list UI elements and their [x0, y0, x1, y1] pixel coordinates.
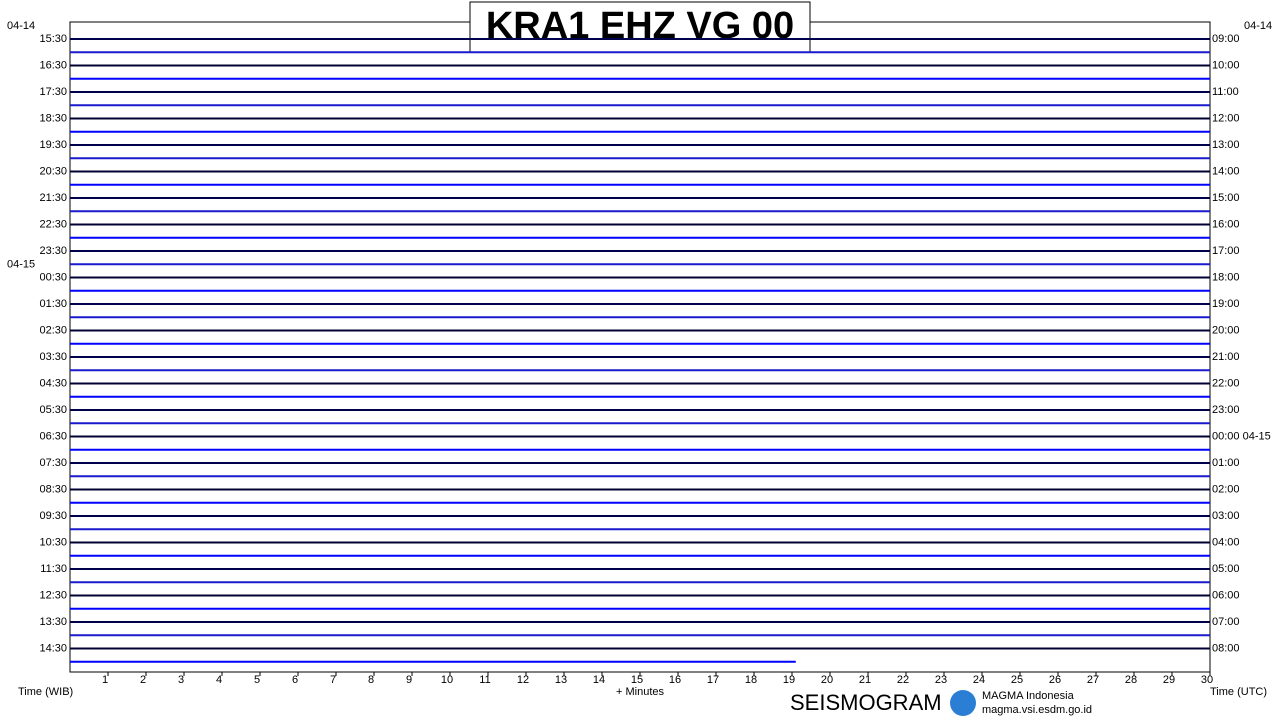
x-tick-label: 5 — [254, 674, 260, 686]
left-time-label: 14:30 — [39, 642, 67, 654]
right-time-label: 16:00 — [1212, 218, 1240, 230]
x-tick-label: 6 — [292, 674, 298, 686]
x-tick-label: 7 — [330, 674, 336, 686]
x-label-left: Time (WIB) — [18, 686, 73, 698]
right-time-label: 11:00 — [1212, 86, 1239, 98]
x-tick-label: 20 — [821, 674, 833, 686]
left-time-label: 19:30 — [39, 139, 67, 151]
x-tick-label: 12 — [517, 674, 529, 686]
right-time-label: 10:00 — [1212, 59, 1240, 71]
right-date-label: 04-14 — [1244, 20, 1272, 32]
right-time-label: 21:00 — [1212, 351, 1240, 363]
x-tick-label: 21 — [859, 674, 871, 686]
right-time-label: 01:00 — [1212, 457, 1240, 469]
x-tick-label: 8 — [368, 674, 374, 686]
x-tick-label: 17 — [707, 674, 719, 686]
footer-title: SEISMOGRAM — [790, 690, 942, 715]
footer-org: MAGMA Indonesia — [982, 690, 1075, 702]
left-time-label: 00:30 — [39, 271, 67, 283]
x-tick-label: 23 — [935, 674, 947, 686]
right-time-label: 08:00 — [1212, 642, 1240, 654]
left-time-label: 12:30 — [39, 589, 67, 601]
left-time-label: 07:30 — [39, 457, 67, 469]
x-tick-label: 27 — [1087, 674, 1099, 686]
x-tick-label: 9 — [406, 674, 412, 686]
left-time-label: 03:30 — [39, 351, 67, 363]
left-time-label: 10:30 — [39, 536, 67, 548]
left-time-label: 18:30 — [39, 112, 67, 124]
right-time-label: 17:00 — [1212, 245, 1240, 257]
left-time-label: 17:30 — [39, 86, 67, 98]
x-tick-label: 11 — [479, 674, 490, 686]
right-time-label: 23:00 — [1212, 404, 1240, 416]
right-time-label: 14:00 — [1212, 165, 1240, 177]
right-time-label: 12:00 — [1212, 112, 1240, 124]
x-tick-label: 4 — [216, 674, 222, 686]
left-date-label: 04-15 — [7, 258, 35, 270]
x-tick-label: 28 — [1125, 674, 1137, 686]
left-time-label: 02:30 — [39, 324, 67, 336]
chart-title: KRA1 EHZ VG 00 — [486, 5, 794, 47]
x-tick-label: 25 — [1011, 674, 1023, 686]
right-time-label: 02:00 — [1212, 483, 1240, 495]
right-time-label: 18:00 — [1212, 271, 1240, 283]
right-time-label: 19:00 — [1212, 298, 1240, 310]
x-tick-label: 18 — [745, 674, 757, 686]
left-time-label: 21:30 — [39, 192, 67, 204]
x-tick-label: 29 — [1163, 674, 1175, 686]
x-tick-label: 24 — [973, 674, 985, 686]
left-time-label: 22:30 — [39, 218, 67, 230]
left-time-label: 05:30 — [39, 404, 67, 416]
left-time-label: 15:30 — [39, 33, 67, 45]
x-tick-label: 30 — [1201, 674, 1213, 686]
left-time-label: 11:30 — [40, 563, 67, 575]
right-time-label: 07:00 — [1212, 616, 1240, 628]
x-label-center: + Minutes — [616, 686, 664, 698]
right-time-label: 13:00 — [1212, 139, 1240, 151]
left-time-label: 13:30 — [39, 616, 67, 628]
left-time-label: 23:30 — [39, 245, 67, 257]
x-tick-label: 3 — [178, 674, 184, 686]
left-time-label: 20:30 — [39, 165, 67, 177]
left-time-label: 04:30 — [39, 377, 67, 389]
x-tick-label: 26 — [1049, 674, 1061, 686]
x-tick-label: 19 — [783, 674, 795, 686]
right-time-label: 15:00 — [1212, 192, 1240, 204]
right-time-label: 04:00 — [1212, 536, 1240, 548]
right-time-label: 09:00 — [1212, 33, 1240, 45]
right-time-label: 20:00 — [1212, 324, 1240, 336]
x-tick-label: 1 — [102, 674, 108, 686]
left-time-label: 08:30 — [39, 483, 67, 495]
left-date-label: 04-14 — [7, 20, 35, 32]
x-tick-label: 10 — [441, 674, 453, 686]
right-time-label: 06:00 — [1212, 589, 1240, 601]
x-tick-label: 2 — [140, 674, 146, 686]
left-time-label: 16:30 — [39, 59, 67, 71]
left-time-label: 09:30 — [39, 510, 67, 522]
x-tick-label: 16 — [669, 674, 681, 686]
right-time-label: 03:00 — [1212, 510, 1240, 522]
x-tick-label: 14 — [593, 674, 605, 686]
right-time-label: 05:00 — [1212, 563, 1240, 575]
x-tick-label: 13 — [555, 674, 567, 686]
x-tick-label: 22 — [897, 674, 909, 686]
left-time-label: 01:30 — [39, 298, 67, 310]
x-tick-label: 15 — [631, 674, 643, 686]
logo — [950, 690, 976, 716]
x-label-right: Time (UTC) — [1210, 686, 1267, 698]
left-time-label: 06:30 — [39, 430, 67, 442]
right-time-label: 22:00 — [1212, 377, 1240, 389]
footer-url: magma.vsi.esdm.go.id — [982, 704, 1092, 716]
right-time-label: 00:00 04-15 — [1212, 430, 1271, 442]
